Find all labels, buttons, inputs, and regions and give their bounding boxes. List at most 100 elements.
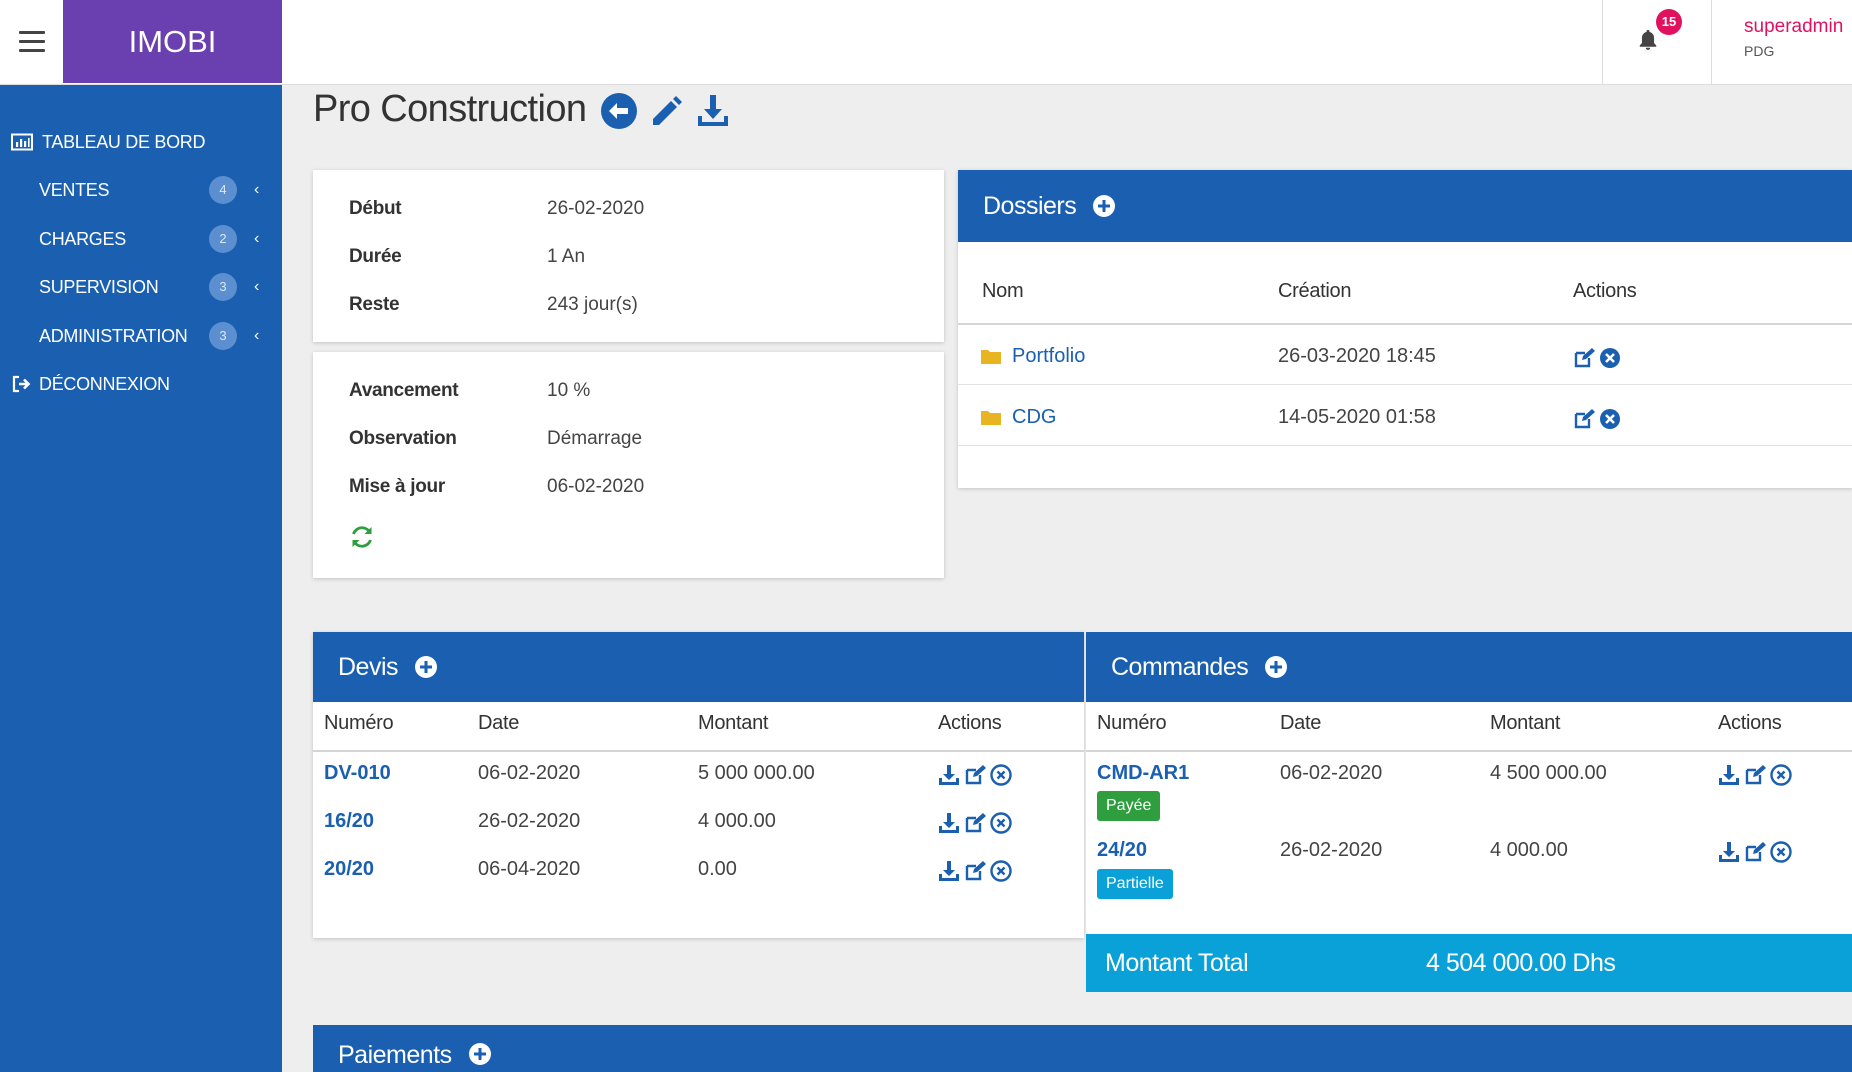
divider <box>958 445 1852 446</box>
row-actions <box>1573 347 1625 369</box>
devis-number-link[interactable]: 20/20 <box>324 858 375 880</box>
pencil-icon[interactable] <box>647 92 685 130</box>
chevron-left-icon: ‹ <box>254 327 260 344</box>
column-header: Actions <box>1573 280 1637 302</box>
chevron-left-icon: ‹ <box>254 181 260 198</box>
column-header: Actions <box>1718 712 1782 734</box>
devis-amount: 5 000 000.00 <box>698 762 815 784</box>
column-header: Montant <box>698 712 769 734</box>
delete-icon[interactable] <box>1599 408 1621 430</box>
title-actions <box>600 88 741 134</box>
commande-amount: 4 000.00 <box>1490 839 1568 861</box>
bar-chart-icon <box>11 133 33 151</box>
info-value: 243 jour(s) <box>547 294 638 315</box>
download-icon[interactable] <box>938 764 960 786</box>
folder-icon <box>981 350 1001 364</box>
chevron-left-icon: ‹ <box>254 230 260 247</box>
add-dossier-icon[interactable] <box>1092 194 1116 218</box>
edit-icon[interactable] <box>964 764 986 786</box>
devis-amount: 4 000.00 <box>698 810 776 832</box>
info-value: 06-02-2020 <box>547 476 645 497</box>
chevron-left-icon: ‹ <box>254 278 260 295</box>
delete-icon[interactable] <box>1770 764 1792 786</box>
devis-header: Devis <box>313 632 1084 702</box>
dossiers-header: Dossiers <box>958 170 1852 242</box>
row-actions <box>938 860 1016 882</box>
delete-icon[interactable] <box>990 764 1012 786</box>
devis-date: 06-04-2020 <box>478 858 581 880</box>
bell-icon[interactable] <box>1637 28 1659 52</box>
commande-number-link[interactable]: CMD-AR1 <box>1097 762 1190 784</box>
row-actions <box>938 764 1016 786</box>
commande-date: 26-02-2020 <box>1280 839 1383 861</box>
add-paiement-icon[interactable] <box>468 1042 492 1066</box>
count-badge: 3 <box>209 322 237 350</box>
sidebar-item-supervision[interactable]: SUPERVISION 3 ‹ <box>0 267 282 307</box>
info-label: Reste <box>349 294 400 315</box>
delete-icon[interactable] <box>1599 347 1621 369</box>
edit-icon[interactable] <box>1573 408 1595 430</box>
total-value: 4 504 000.00 Dhs <box>1426 949 1616 977</box>
dossier-link[interactable]: CDG <box>1012 406 1057 428</box>
row-actions <box>1573 408 1625 430</box>
add-devis-icon[interactable] <box>414 655 438 679</box>
count-badge: 2 <box>209 225 237 253</box>
edit-icon[interactable] <box>1573 347 1595 369</box>
user-name[interactable]: superadmin <box>1744 16 1844 37</box>
download-icon[interactable] <box>694 92 732 130</box>
info-value: Démarrage <box>547 428 643 449</box>
creation-date: 14-05-2020 01:58 <box>1278 406 1436 428</box>
download-icon[interactable] <box>938 860 960 882</box>
column-header: Création <box>1278 280 1352 302</box>
download-icon[interactable] <box>938 812 960 834</box>
page-title: Pro Construction <box>313 88 587 130</box>
panel-title: Commandes <box>1111 652 1249 681</box>
dossier-link[interactable]: Portfolio <box>1012 345 1086 367</box>
devis-number-link[interactable]: DV-010 <box>324 762 391 784</box>
sidebar-item-administration[interactable]: ADMINISTRATION 3 ‹ <box>0 316 282 356</box>
edit-icon[interactable] <box>964 860 986 882</box>
add-commande-icon[interactable] <box>1264 655 1288 679</box>
edit-icon[interactable] <box>1744 764 1766 786</box>
devis-date: 26-02-2020 <box>478 810 581 832</box>
devis-number-link[interactable]: 16/20 <box>324 810 375 832</box>
edit-icon[interactable] <box>964 812 986 834</box>
menu-toggle-button[interactable] <box>0 0 63 83</box>
sidebar-item-label: DÉCONNEXION <box>39 373 170 394</box>
delete-icon[interactable] <box>990 812 1012 834</box>
panel-title: Dossiers <box>983 191 1077 220</box>
brand-logo[interactable]: IMOBI <box>63 0 282 83</box>
notification-count-badge: 15 <box>1656 9 1682 35</box>
commande-date: 06-02-2020 <box>1280 762 1383 784</box>
edit-icon[interactable] <box>1744 841 1766 863</box>
delete-icon[interactable] <box>990 860 1012 882</box>
refresh-icon[interactable] <box>349 524 375 550</box>
download-icon[interactable] <box>1718 764 1740 786</box>
sidebar-item-tableau-de-bord[interactable]: TABLEAU DE BORD <box>0 122 282 162</box>
commande-amount: 4 500 000.00 <box>1490 762 1607 784</box>
info-value: 10 % <box>547 380 591 401</box>
sidebar: TABLEAU DE BORD VENTES 4 ‹ CHARGES 2 ‹ S… <box>0 85 282 1072</box>
dossiers-panel: Dossiers Nom Création Actions Portfolio … <box>958 170 1852 488</box>
sidebar-item-ventes[interactable]: VENTES 4 ‹ <box>0 170 282 210</box>
column-header: Montant <box>1490 712 1561 734</box>
count-badge: 3 <box>209 273 237 301</box>
count-badge: 4 <box>209 176 237 204</box>
column-header: Numéro <box>1097 712 1167 734</box>
devis-date: 06-02-2020 <box>478 762 581 784</box>
delete-icon[interactable] <box>1770 841 1792 863</box>
info-label: Observation <box>349 428 457 449</box>
info-label: Avancement <box>349 380 459 401</box>
download-icon[interactable] <box>1718 841 1740 863</box>
commandes-header: Commandes <box>1086 632 1852 702</box>
user-role: PDG <box>1744 43 1775 59</box>
commande-number-link[interactable]: 24/20 <box>1097 839 1148 861</box>
sidebar-item-deconnexion[interactable]: DÉCONNEXION <box>0 364 282 404</box>
info-label: Début <box>349 198 402 219</box>
sidebar-item-charges[interactable]: CHARGES 2 ‹ <box>0 219 282 259</box>
back-arrow-icon[interactable] <box>600 92 638 130</box>
progress-info-card: Avancement 10 % Observation Démarrage Mi… <box>313 352 944 578</box>
top-bar: IMOBI 15 superadmin PDG <box>0 0 1852 85</box>
info-label: Durée <box>349 246 402 267</box>
column-header: Actions <box>938 712 1002 734</box>
